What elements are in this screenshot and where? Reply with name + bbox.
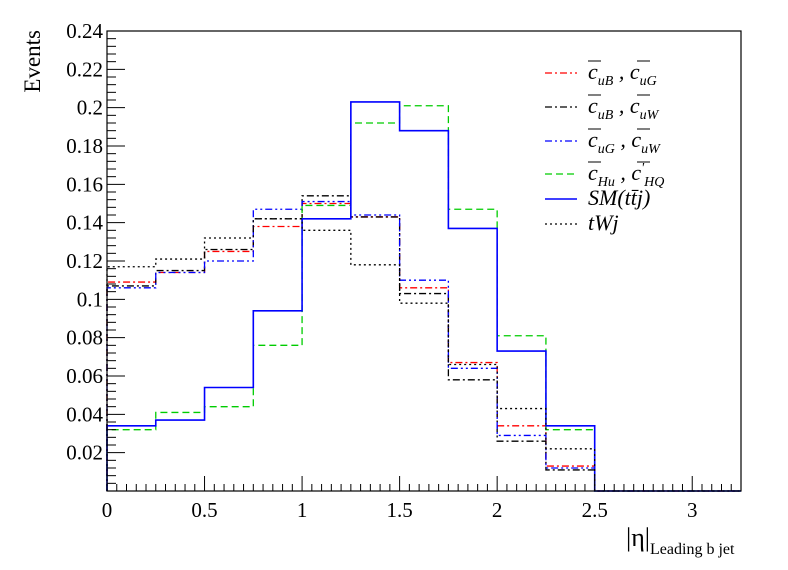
y-tick-label: 0.08 bbox=[66, 326, 103, 350]
y-tick-label: 0.1 bbox=[77, 287, 103, 311]
series-layer bbox=[106, 101, 741, 492]
y-tick-label: 0.14 bbox=[66, 211, 103, 235]
legend-entry-3: cuG , cuW bbox=[545, 127, 661, 157]
legend-label: cHu , c'HQ bbox=[588, 160, 664, 190]
y-tick-label: 0.02 bbox=[66, 441, 103, 465]
y-tick-label: 0.18 bbox=[66, 134, 103, 158]
x-tick-label: 0.5 bbox=[191, 498, 217, 522]
y-tick-label: 0.2 bbox=[77, 96, 103, 120]
y-tick-label: 0.24 bbox=[66, 19, 103, 43]
y-tick-label: 0.22 bbox=[66, 57, 103, 81]
legend-entry-1: cuB , cuG bbox=[545, 59, 657, 89]
legend-label: cuG , cuW bbox=[588, 127, 661, 157]
tick-labels: 0 0.5 1 1.5 2 2.5 3 0.02 0.04 0.06 0.08 0.1 0.12 0.14… bbox=[66, 19, 697, 522]
series-line-5 bbox=[106, 101, 741, 492]
y-tick-label: 0.16 bbox=[66, 172, 103, 196]
y-tick-label: 0.12 bbox=[66, 249, 103, 273]
legend-label: cuB , cuW bbox=[588, 93, 660, 123]
legend-label: tWj bbox=[588, 210, 619, 235]
legend-entry-5: SM(tt̄j) bbox=[545, 185, 650, 210]
series-line-6 bbox=[106, 218, 741, 492]
y-axis-title: Events bbox=[20, 30, 45, 93]
x-tick-label: 2.5 bbox=[582, 498, 608, 522]
x-tick-label: 0 bbox=[102, 498, 113, 522]
legend-entry-6: tWj bbox=[545, 210, 619, 235]
x-axis-title: |η|Leading b jet bbox=[626, 523, 735, 558]
y-tick-label: 0.06 bbox=[66, 364, 103, 388]
x-tick-label: 1 bbox=[297, 498, 308, 522]
x-tick-label: 3 bbox=[687, 498, 698, 522]
y-tick-label: 0.04 bbox=[66, 402, 103, 426]
axes-layer bbox=[106, 30, 742, 492]
legend-entry-2: cuB , cuW bbox=[545, 93, 660, 123]
legend-label: cuB , cuG bbox=[588, 59, 657, 89]
x-tick-label: 1.5 bbox=[386, 498, 412, 522]
legend-label: SM(tt̄j) bbox=[588, 185, 650, 210]
x-axis-title-sub: Leading b jet bbox=[650, 541, 735, 558]
legend-entry-4: cHu , c'HQ bbox=[545, 160, 664, 190]
x-axis-title-main: |η| bbox=[626, 523, 650, 552]
x-tick-label: 2 bbox=[492, 498, 503, 522]
